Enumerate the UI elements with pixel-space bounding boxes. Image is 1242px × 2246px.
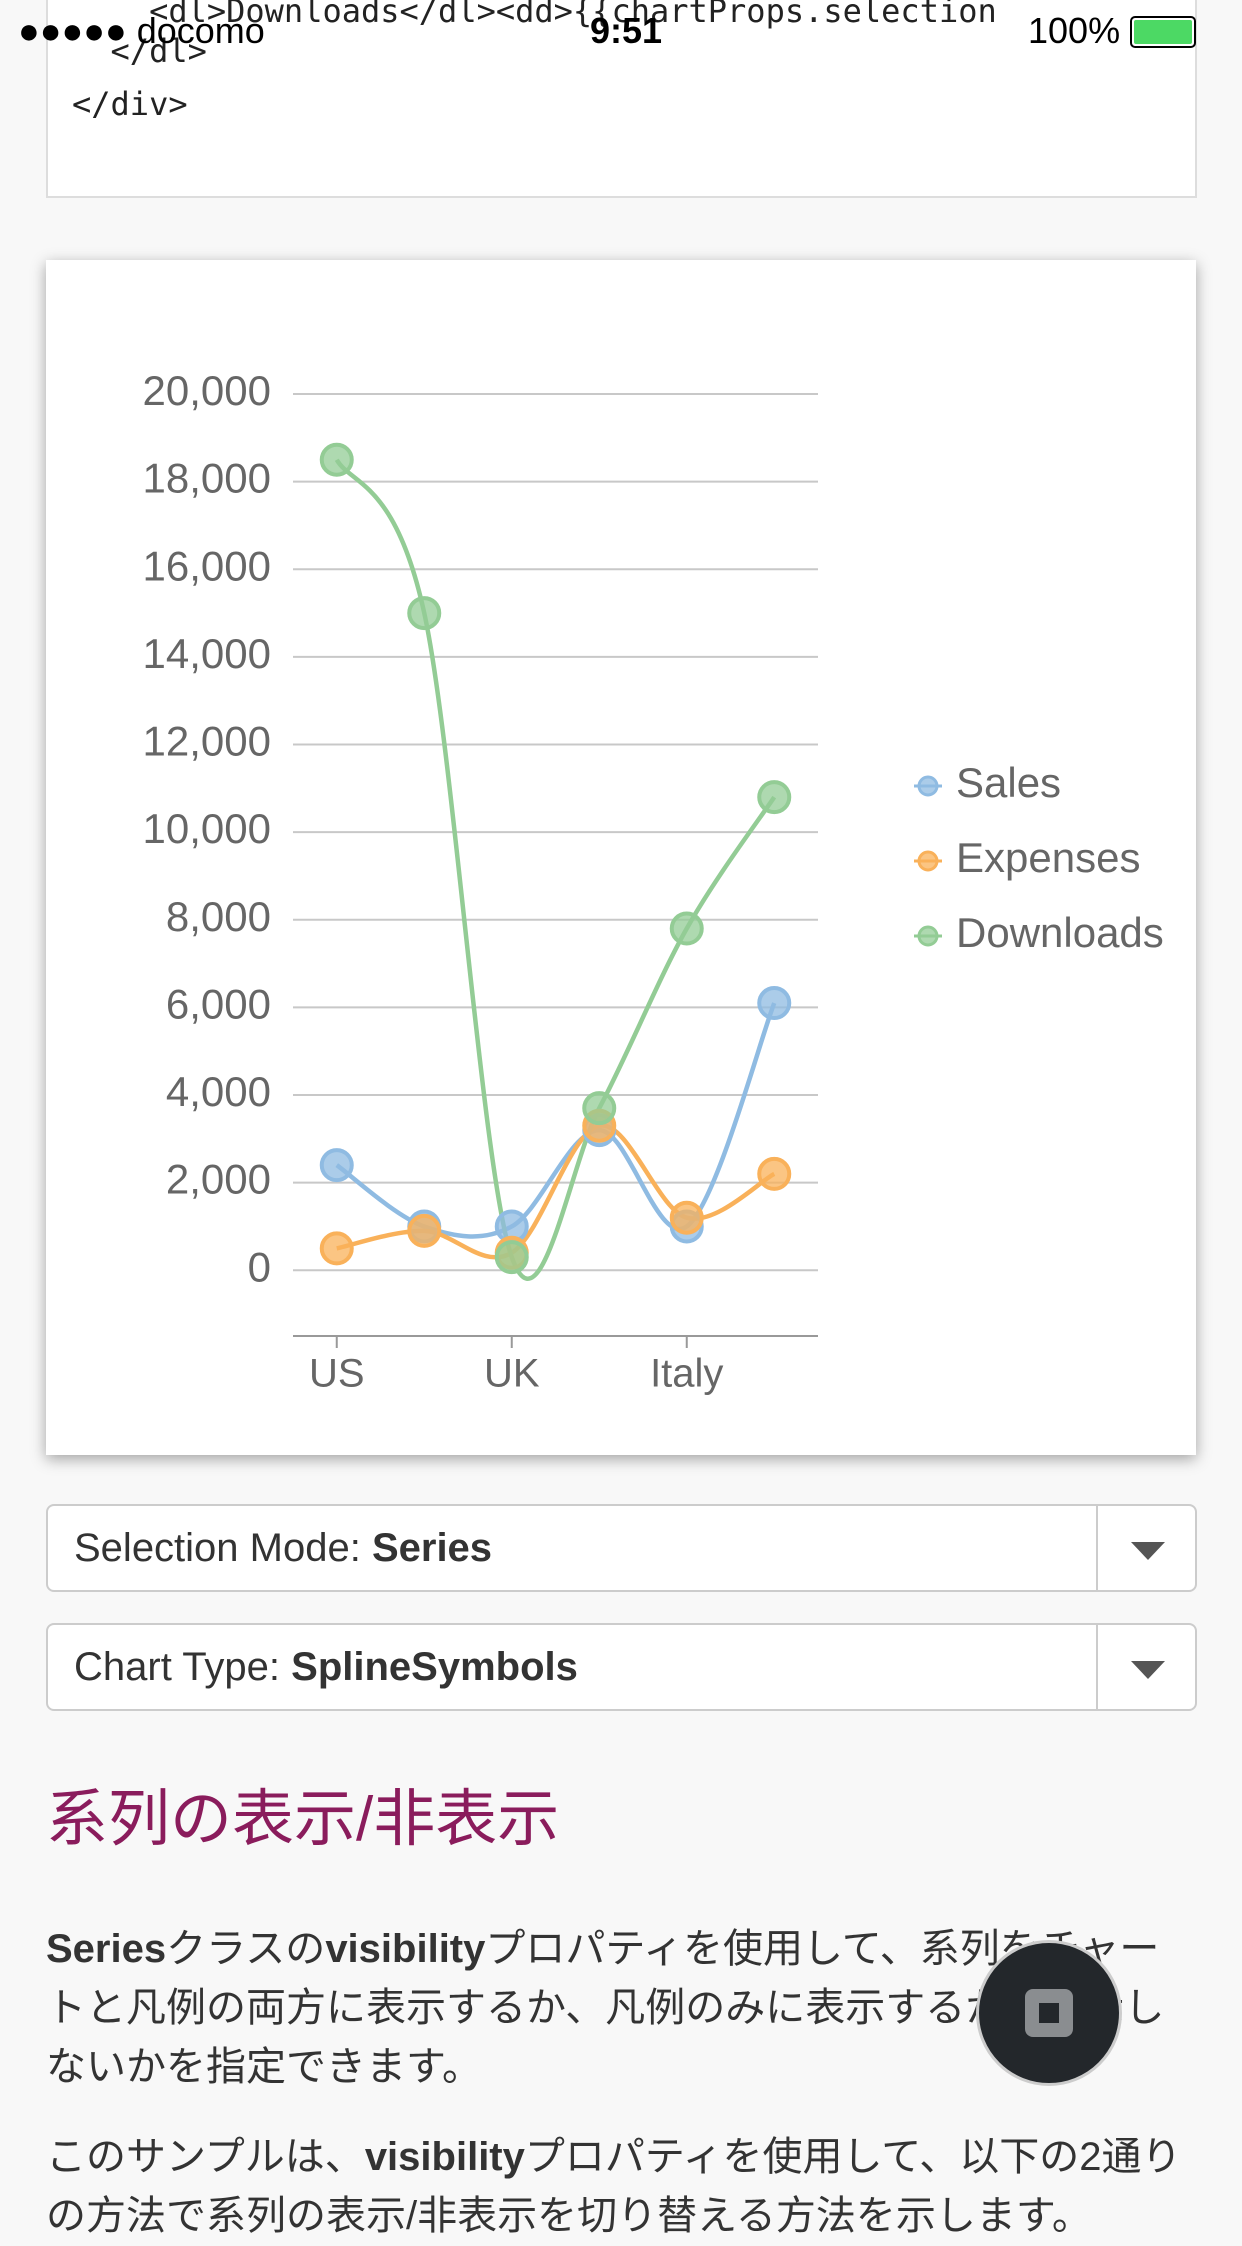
battery-icon (1130, 16, 1196, 48)
dropdown-text: Chart Type: SplineSymbols (74, 1645, 578, 1690)
legend-marker (917, 775, 939, 797)
text-segment: クラスの (166, 1927, 326, 1971)
code-line: </div> (72, 85, 188, 123)
legend-label: Expenses (956, 834, 1140, 881)
data-point (757, 780, 792, 815)
dropdown-label: Selection Mode: (74, 1526, 372, 1570)
chart: 0 2,000 4,000 6,000 8,000 10,000 12,000 14,000 1… (143, 367, 1164, 1396)
y-tick-label: 0 (248, 1243, 271, 1290)
dropdown-value: Series (371, 1526, 493, 1570)
data-point (582, 1091, 617, 1126)
legend-marker (917, 850, 939, 872)
data-point (757, 986, 792, 1021)
data-point (407, 596, 442, 631)
y-tick-label: 18,000 (143, 455, 271, 502)
y-tick-label: 6,000 (166, 980, 271, 1027)
y-tick-label: 2,000 (166, 1156, 271, 1203)
code-line: </dl> (72, 32, 207, 70)
status-bar: ●●●●● docomo 9:51 100% (0, 0, 1242, 60)
divider (1096, 1625, 1098, 1709)
legend-label: Downloads (956, 909, 1164, 956)
heading: 系列の表示/非表示 (46, 1785, 560, 1854)
data-point (319, 1231, 354, 1266)
x-tick-label: Italy (650, 1352, 723, 1396)
stop-icon (1025, 1989, 1073, 2037)
text-segment: visibility (325, 1927, 486, 1971)
text-segment: visibility (364, 2135, 525, 2179)
dropdown-arrow (1131, 1542, 1165, 1560)
dropdown-value: SplineSymbols (291, 1645, 578, 1689)
carrier: ●●●●● docomo (18, 10, 265, 51)
y-tick-label: 10,000 (143, 805, 271, 852)
legend-marker (917, 925, 939, 947)
data-point (319, 1148, 354, 1183)
text-segment: Series (46, 1927, 167, 1971)
battery-text: 100% (1028, 10, 1121, 51)
dropdown-arrow (1131, 1661, 1165, 1679)
y-tick-label: 12,000 (143, 718, 271, 765)
y-tick-label: 8,000 (166, 893, 271, 940)
data-point (494, 1240, 529, 1275)
code-block: <dl>Downloads</dl><dd>{{chartProps.selec… (46, 0, 1197, 198)
dropdown-label: Chart Type: (74, 1645, 292, 1689)
selection-mode-dropdown[interactable]: Selection Mode: Series (46, 1504, 1197, 1592)
time: 9:51 (590, 10, 663, 51)
y-tick-label: 16,000 (143, 542, 271, 589)
dropdown-text: Selection Mode: Series (74, 1526, 492, 1571)
series-line (335, 1002, 777, 1239)
chart-type-dropdown[interactable]: Chart Type: SplineSymbols (46, 1623, 1197, 1711)
paragraph: このサンプルは、visibilityプロパティを使用して、以下の2通りの方法で系… (46, 2128, 1196, 2246)
chart-card: 0 2,000 4,000 6,000 8,000 10,000 12,000 14,000 1… (46, 260, 1196, 1455)
data-point (669, 911, 704, 946)
series-line (334, 458, 777, 1281)
stop-button[interactable] (976, 1940, 1122, 2086)
y-tick-label: 4,000 (166, 1068, 271, 1115)
x-tick-label: US (309, 1352, 365, 1396)
y-tick-label: 14,000 (143, 630, 271, 677)
data-point (407, 1213, 442, 1248)
x-tick-label: UK (484, 1352, 540, 1396)
data-point (669, 1200, 704, 1235)
data-point (757, 1156, 792, 1191)
data-point (319, 442, 354, 477)
y-tick-label: 20,000 (143, 367, 271, 414)
text-segment: このサンプルは、 (46, 2135, 365, 2179)
legend-label: Sales (956, 759, 1061, 806)
divider (1096, 1506, 1098, 1590)
code-line: <dl>Downloads</dl><dd>{{chartProps.selec… (72, 0, 997, 30)
